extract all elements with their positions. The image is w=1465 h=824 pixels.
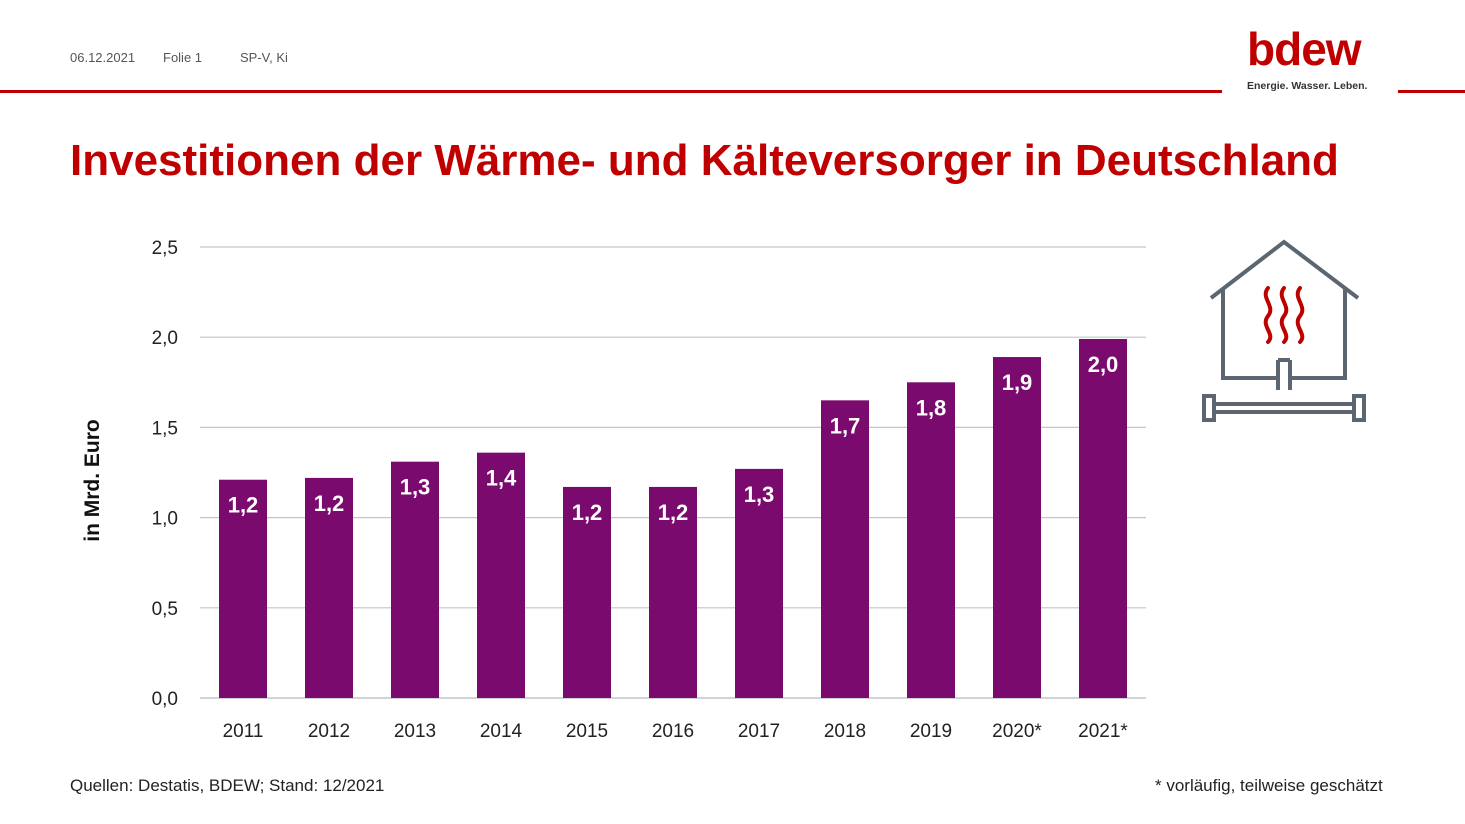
- data-label: 1,2: [228, 493, 259, 518]
- x-tick-label: 2014: [480, 721, 523, 742]
- source-note: Quellen: Destatis, BDEW; Stand: 12/2021: [70, 776, 385, 795]
- estimate-footnote: * vorläufig, teilweise geschätzt: [1155, 776, 1383, 795]
- header-date: 06.12.2021: [70, 50, 136, 65]
- y-tick-label: 1,0: [152, 509, 178, 530]
- x-tick-label: 2017: [738, 721, 780, 742]
- y-axis-label: in Mrd. Euro: [81, 419, 104, 542]
- page-title: Investitionen der Wärme- und Kälteversor…: [70, 136, 1339, 185]
- x-tick-label: 2015: [566, 721, 608, 742]
- data-label: 2,0: [1088, 352, 1119, 377]
- x-tick-label: 2016: [652, 721, 694, 742]
- x-tick-label: 2020*: [992, 721, 1042, 742]
- x-tick-label: 2018: [824, 721, 866, 742]
- data-label: 1,3: [744, 482, 775, 507]
- header-rule-left: [0, 90, 1222, 93]
- x-tick-label: 2011: [223, 721, 264, 742]
- data-label: 1,2: [658, 500, 689, 525]
- x-tick-label: 2019: [910, 721, 952, 742]
- data-label: 1,7: [830, 413, 861, 438]
- header-slide-number: Folie 1: [163, 50, 203, 65]
- bar: [649, 486, 697, 698]
- bar: [907, 382, 955, 698]
- data-label: 1,2: [314, 491, 345, 516]
- logo-tagline: Energie. Wasser. Leben.: [1247, 80, 1368, 92]
- data-label: 1,4: [486, 466, 517, 491]
- bar: [563, 486, 611, 698]
- house-heating-icon: [1202, 239, 1366, 422]
- x-tick-label: 2021*: [1078, 721, 1128, 742]
- y-tick-label: 0,0: [152, 689, 178, 710]
- bar: [1079, 339, 1127, 698]
- x-tick-label: 2012: [308, 721, 350, 742]
- logo-wordmark: bdew: [1247, 23, 1362, 75]
- data-label: 1,3: [400, 475, 431, 500]
- bar: [735, 468, 783, 698]
- data-label: 1,9: [1002, 370, 1033, 395]
- bar: [305, 477, 353, 698]
- y-tick-label: 1,5: [152, 418, 178, 439]
- header-author: SP-V, Ki: [240, 50, 288, 65]
- bar: [821, 400, 869, 698]
- bdew-logo: bdew Energie. Wasser. Leben.: [1247, 26, 1377, 92]
- bar: [219, 479, 267, 698]
- x-tick-label: 2013: [394, 721, 436, 742]
- bar: [391, 461, 439, 698]
- bar: [477, 452, 525, 698]
- data-label: 1,2: [572, 500, 603, 525]
- bar: [993, 357, 1041, 698]
- data-label: 1,8: [916, 395, 947, 420]
- y-tick-label: 2,0: [152, 328, 178, 349]
- header-rule-right: [1398, 90, 1465, 93]
- y-tick-label: 2,5: [152, 238, 178, 259]
- y-tick-label: 0,5: [152, 599, 178, 620]
